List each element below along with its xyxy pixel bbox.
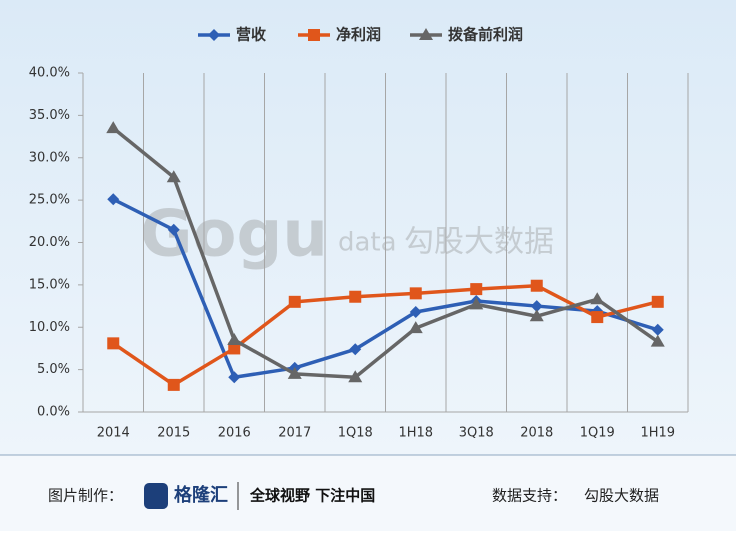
data-point [651,323,664,336]
y-tick-label: 20.0% [29,235,70,250]
y-tick-label: 10.0% [29,320,70,335]
legend-marker [208,29,220,41]
data-point [650,334,665,347]
legend-label: 营收 [236,26,266,44]
y-tick-label: 5.0% [37,362,70,377]
data-point [469,297,484,310]
x-tick-label: 1H19 [640,426,675,441]
data-point [409,287,422,300]
legend-label: 净利润 [336,26,381,44]
footer-source-label: 数据支持： [492,487,567,505]
data-point [349,343,362,356]
legend-label: 拨备前利润 [448,26,523,44]
data-point [107,337,120,350]
data-point [591,311,604,324]
watermark: Gogu data 勾股大数据 [140,198,554,272]
x-tick-label: 1Q18 [338,426,373,441]
x-tick-label: 2018 [520,426,553,441]
footer-background [0,455,736,531]
data-point [409,305,422,318]
series-line [112,283,659,387]
x-tick-label: 3Q18 [459,426,494,441]
legend-marker [419,28,433,40]
data-point [651,295,664,308]
data-point [167,223,180,236]
watermark-sub: data [338,228,397,258]
footer-logo: 格隆汇 [174,484,228,506]
footer-made-by: 图片制作： [48,487,123,505]
data-point [167,378,180,391]
y-tick-label: 15.0% [29,277,70,292]
data-point [348,370,363,383]
data-point [408,321,423,334]
watermark-brand: Gogu [140,198,328,272]
data-point [530,300,543,313]
series-line [112,126,659,380]
data-point [349,290,362,303]
x-tick-label: 1Q19 [580,426,615,441]
footer-slogan: 全球视野 下注中国 [249,487,375,505]
x-tick-label: 2015 [157,426,190,441]
logo-icon [144,483,168,509]
data-point [529,309,544,322]
watermark-name: 勾股大数据 [404,225,554,260]
y-tick-label: 40.0% [29,66,70,81]
data-point [228,371,241,384]
footer-source: 勾股大数据 [584,487,659,505]
y-tick-label: 0.0% [37,405,70,420]
x-tick-label: 2017 [278,426,311,441]
background [0,0,736,455]
data-point [227,332,242,345]
data-point [166,170,181,183]
data-point [288,295,301,308]
legend-marker [308,29,320,41]
data-point [107,193,120,206]
data-point [470,283,483,296]
data-point [228,342,241,355]
data-point [530,279,543,292]
y-tick-label: 30.0% [29,150,70,165]
x-tick-label: 2016 [218,426,251,441]
y-tick-label: 25.0% [29,193,70,208]
data-point [106,121,121,134]
data-point [287,366,302,379]
y-tick-label: 35.0% [29,108,70,123]
data-point [590,292,605,305]
x-tick-label: 1H18 [398,426,433,441]
x-tick-label: 2014 [97,426,130,441]
